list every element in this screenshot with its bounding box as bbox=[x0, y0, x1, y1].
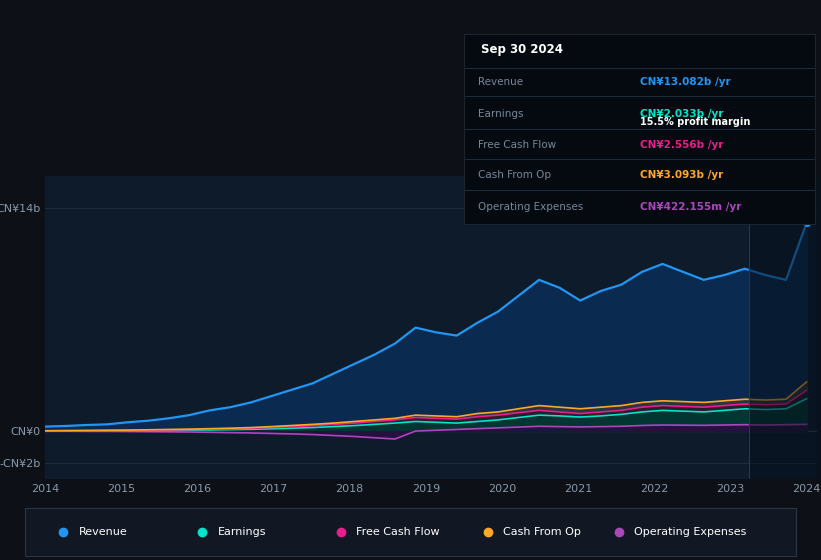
Text: Revenue: Revenue bbox=[478, 77, 523, 87]
Text: Free Cash Flow: Free Cash Flow bbox=[478, 140, 556, 150]
Text: Earnings: Earnings bbox=[218, 527, 266, 536]
Text: CN¥2.033b /yr: CN¥2.033b /yr bbox=[640, 109, 723, 119]
Text: Earnings: Earnings bbox=[478, 109, 524, 119]
Text: Free Cash Flow: Free Cash Flow bbox=[356, 527, 440, 536]
Text: Operating Expenses: Operating Expenses bbox=[478, 202, 583, 212]
Text: Sep 30 2024: Sep 30 2024 bbox=[481, 43, 563, 56]
Text: CN¥2.556b /yr: CN¥2.556b /yr bbox=[640, 140, 723, 150]
Bar bbox=[749, 176, 817, 479]
Text: 15.5% profit margin: 15.5% profit margin bbox=[640, 117, 750, 127]
Text: CN¥13.082b /yr: CN¥13.082b /yr bbox=[640, 77, 730, 87]
Text: CN¥422.155m /yr: CN¥422.155m /yr bbox=[640, 202, 741, 212]
Text: Revenue: Revenue bbox=[79, 527, 127, 536]
Text: CN¥3.093b /yr: CN¥3.093b /yr bbox=[640, 170, 722, 180]
Text: Cash From Op: Cash From Op bbox=[478, 170, 551, 180]
Text: Cash From Op: Cash From Op bbox=[503, 527, 581, 536]
Text: Operating Expenses: Operating Expenses bbox=[635, 527, 746, 536]
